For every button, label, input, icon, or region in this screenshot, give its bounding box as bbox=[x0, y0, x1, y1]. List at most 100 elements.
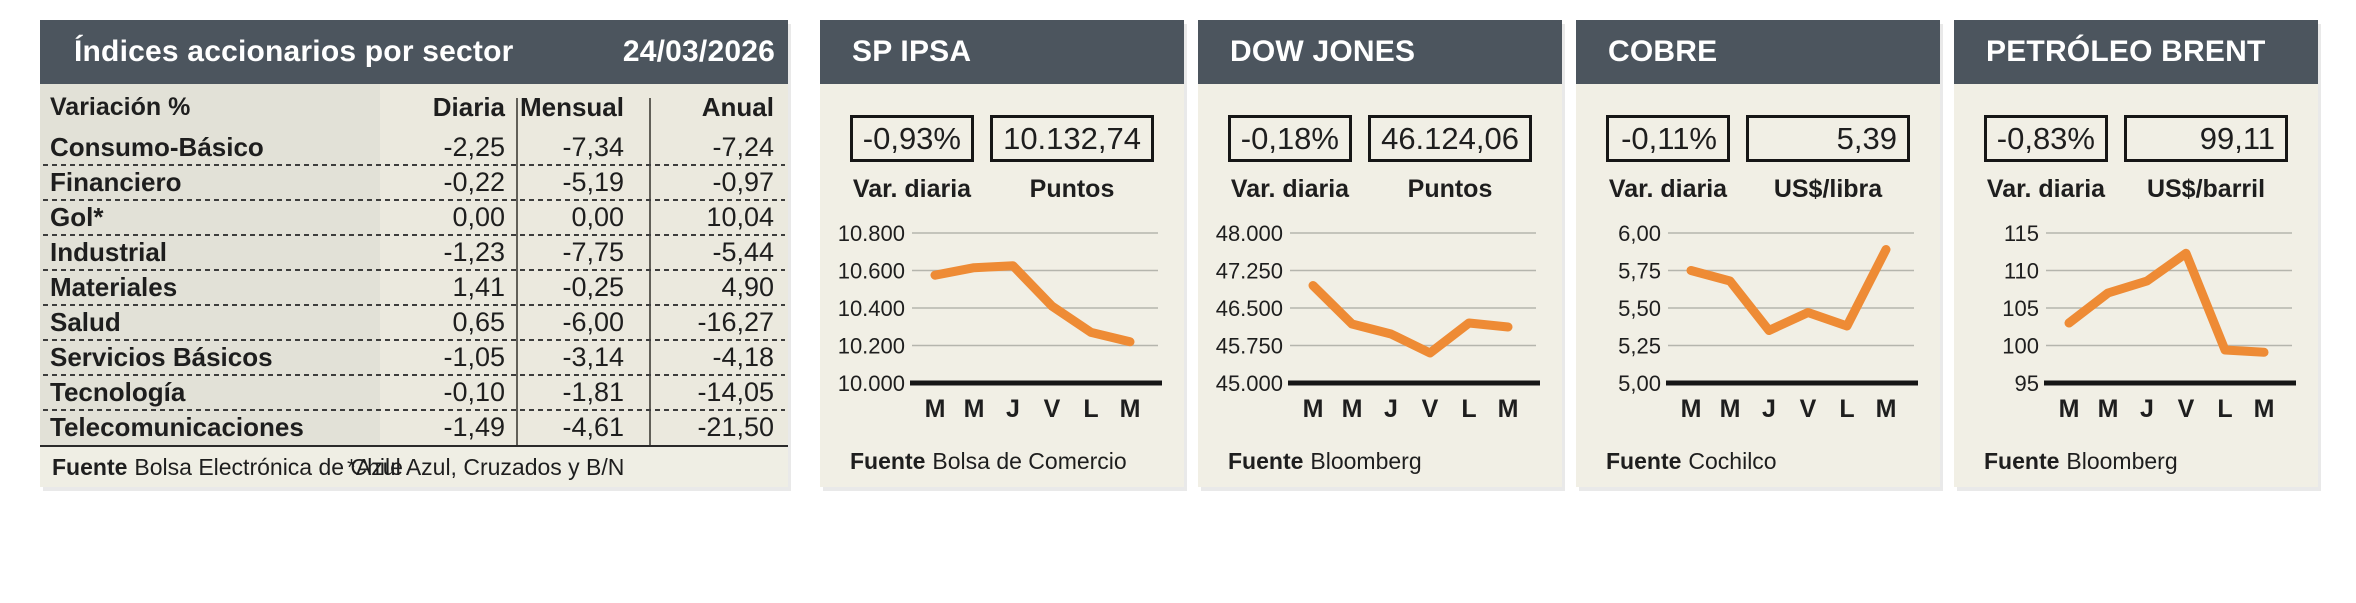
panel-source: Fuente Cochilco bbox=[1606, 448, 1777, 474]
svg-text:L: L bbox=[1083, 395, 1098, 423]
svg-text:L: L bbox=[1461, 395, 1476, 423]
daily-value: -0,10 bbox=[443, 377, 505, 407]
svg-text:10.400: 10.400 bbox=[838, 296, 905, 321]
svg-text:10.600: 10.600 bbox=[838, 259, 905, 284]
daily-value: 0,65 bbox=[452, 307, 505, 337]
row-label: Industrial bbox=[50, 237, 168, 267]
svg-text:47.250: 47.250 bbox=[1216, 259, 1283, 284]
row-label: Consumo-Básico bbox=[50, 132, 264, 162]
daily-variation-box: -0,18% bbox=[1228, 115, 1352, 162]
svg-text:5,50: 5,50 bbox=[1618, 296, 1661, 321]
current-value-box: 5,39 bbox=[1746, 115, 1910, 162]
table-row: Industrial -1,23 -7,75 -5,44 bbox=[40, 235, 788, 271]
panel-petroleo-brent: PETRÓLEO BRENT -0,83% 99,11 Var. diaria … bbox=[1954, 20, 2318, 487]
table-row: Telecomunicaciones -1,49 -4,61 -21,50 bbox=[40, 410, 788, 445]
svg-text:M: M bbox=[925, 395, 946, 423]
current-value-box: 46.124,06 bbox=[1368, 115, 1532, 162]
svg-text:J: J bbox=[1006, 395, 1020, 423]
svg-text:M: M bbox=[2098, 395, 2119, 423]
current-value-box: 99,11 bbox=[2124, 115, 2288, 162]
panel-sp-ipsa: SP IPSA -0,93% 10.132,74 Var. diaria Pun… bbox=[820, 20, 1184, 487]
daily-variation-box: -0,83% bbox=[1984, 115, 2108, 162]
table-date: 24/03/2026 bbox=[622, 35, 775, 68]
daily-value: 0,00 bbox=[452, 202, 505, 232]
svg-text:100: 100 bbox=[2002, 334, 2039, 359]
panel-cobre: COBRE -0,11% 5,39 Var. diaria US$/libra … bbox=[1576, 20, 1940, 487]
monthly-header: Mensual bbox=[519, 91, 624, 122]
svg-text:M: M bbox=[1303, 395, 1324, 423]
panel-title: DOW JONES bbox=[1198, 20, 1562, 84]
daily-variation-box: -0,93% bbox=[850, 115, 974, 162]
table-row: Salud 0,65 -6,00 -16,27 bbox=[40, 305, 788, 341]
svg-text:45.000: 45.000 bbox=[1216, 371, 1283, 396]
daily-value: -1,05 bbox=[443, 342, 505, 372]
daily-value: 1,41 bbox=[452, 272, 505, 302]
svg-text:46.500: 46.500 bbox=[1216, 296, 1283, 321]
annual-value: -0,97 bbox=[712, 167, 774, 197]
panel-source: Fuente Bloomberg bbox=[1228, 448, 1422, 474]
svg-text:M: M bbox=[1876, 395, 1897, 423]
monthly-value: -1,81 bbox=[562, 377, 624, 407]
svg-text:5,75: 5,75 bbox=[1618, 259, 1661, 284]
monthly-value: -0,25 bbox=[562, 272, 624, 302]
svg-text:M: M bbox=[1681, 395, 1702, 423]
svg-text:V: V bbox=[1044, 395, 1061, 423]
unit-label: Puntos bbox=[1407, 175, 1493, 203]
svg-text:10.800: 10.800 bbox=[838, 221, 905, 246]
daily-variation-label: Var. diaria bbox=[1230, 175, 1350, 203]
label-column-background bbox=[40, 84, 380, 445]
daily-value: -0,22 bbox=[443, 167, 505, 197]
row-label: Financiero bbox=[50, 167, 182, 197]
panel-source: Fuente Bolsa de Comercio bbox=[850, 448, 1127, 474]
annual-header: Anual bbox=[701, 91, 774, 122]
table-row: Servicios Básicos -1,05 -3,14 -4,18 bbox=[40, 340, 788, 376]
monthly-value: -6,00 bbox=[562, 307, 624, 337]
daily-variation-box: -0,11% bbox=[1606, 115, 1730, 162]
svg-text:V: V bbox=[1422, 395, 1439, 423]
panel-title: SP IPSA bbox=[820, 20, 1184, 84]
svg-text:115: 115 bbox=[2004, 221, 2039, 246]
panel-title: PETRÓLEO BRENT bbox=[1954, 20, 2318, 84]
monthly-value: -4,61 bbox=[562, 412, 624, 442]
svg-text:10.200: 10.200 bbox=[838, 334, 905, 359]
row-label: Telecomunicaciones bbox=[50, 412, 304, 442]
daily-header: Diaria bbox=[432, 91, 505, 122]
daily-variation-label: Var. diaria bbox=[852, 175, 972, 203]
svg-text:6,00: 6,00 bbox=[1618, 221, 1661, 246]
daily-variation-label: Var. diaria bbox=[1986, 175, 2106, 203]
unit-label: US$/barril bbox=[2146, 175, 2266, 203]
svg-text:J: J bbox=[1762, 395, 1776, 423]
current-value-box: 10.132,74 bbox=[990, 115, 1154, 162]
table-row: Consumo-Básico -2,25 -7,34 -7,24 bbox=[40, 130, 788, 166]
monthly-value: -5,19 bbox=[562, 167, 624, 197]
svg-text:M: M bbox=[2254, 395, 2275, 423]
svg-text:V: V bbox=[1800, 395, 1817, 423]
monthly-value: 0,00 bbox=[571, 202, 624, 232]
variation-header: Variación % bbox=[50, 92, 191, 121]
row-label: Gol* bbox=[50, 202, 104, 232]
annual-value: -7,24 bbox=[712, 132, 774, 162]
daily-value: -1,49 bbox=[443, 412, 505, 442]
monthly-value: -7,34 bbox=[562, 132, 624, 162]
annual-value: -21,50 bbox=[697, 412, 774, 442]
daily-variation-label: Var. diaria bbox=[1608, 175, 1728, 203]
panel-dow-jones: DOW JONES -0,18% 46.124,06 Var. diaria P… bbox=[1198, 20, 1562, 487]
annual-value: 10,04 bbox=[706, 202, 774, 232]
svg-text:L: L bbox=[2217, 395, 2232, 423]
column-divider bbox=[516, 98, 518, 445]
annual-value: -5,44 bbox=[712, 237, 774, 267]
row-label: Servicios Básicos bbox=[50, 342, 273, 372]
table-row: Materiales 1,41 -0,25 4,90 bbox=[40, 270, 788, 306]
annual-value: -16,27 bbox=[697, 307, 774, 337]
table-row: Tecnología -0,10 -1,81 -14,05 bbox=[40, 375, 788, 411]
annual-value: 4,90 bbox=[721, 272, 774, 302]
row-label: Tecnología bbox=[50, 377, 186, 407]
table-rows: Consumo-Básico -2,25 -7,34 -7,24 Financiero -… bbox=[40, 130, 788, 445]
unit-label: US$/libra bbox=[1773, 175, 1883, 203]
monthly-value: -7,75 bbox=[562, 237, 624, 267]
table-body: Variación % Diaria Mensual Anual Consumo… bbox=[40, 84, 788, 445]
svg-text:M: M bbox=[2059, 395, 2080, 423]
svg-text:V: V bbox=[2178, 395, 2195, 423]
